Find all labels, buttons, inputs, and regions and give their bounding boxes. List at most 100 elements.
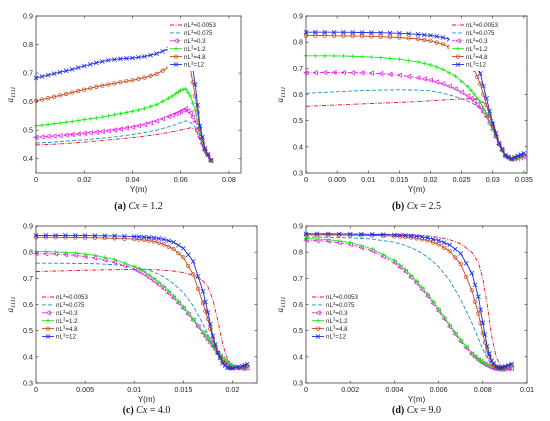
- marker-plus: [459, 79, 464, 84]
- marker-circle: [191, 272, 196, 277]
- marker-plus: [425, 291, 430, 297]
- legend-box: [167, 19, 241, 71]
- series-line: [305, 72, 525, 160]
- marker-plus: [331, 53, 337, 59]
- marker-x: [208, 157, 214, 163]
- marker-circle: [148, 73, 153, 78]
- marker-x: [455, 62, 461, 67]
- marker-x: [45, 334, 51, 339]
- marker-plus: [478, 358, 483, 363]
- marker-plus: [350, 54, 355, 59]
- marker-circle: [156, 240, 161, 246]
- marker-triangle: [387, 71, 393, 78]
- marker-triangle: [468, 95, 474, 102]
- y-axis-label: a1111: [5, 296, 17, 312]
- marker-plus: [141, 269, 147, 274]
- marker-x: [452, 246, 458, 252]
- marker-plus: [208, 339, 213, 344]
- marker-x: [57, 69, 63, 75]
- marker-triangle: [182, 106, 188, 112]
- y-axis-label: a1111: [5, 86, 17, 102]
- marker-plus: [195, 323, 201, 328]
- y-tick-label: 0.7: [23, 274, 33, 283]
- chart-panel-a: 0 0.02 0.04 0.06 0.08 0.4 0.5 0.6 0.7 0.8 0.9 Y(m) a…: [5, 12, 242, 212]
- marker-plus: [381, 252, 386, 257]
- marker-x: [99, 59, 105, 64]
- marker-x: [380, 232, 386, 238]
- marker-plus: [440, 67, 446, 72]
- marker-plus: [43, 249, 48, 254]
- marker-circle: [200, 301, 206, 306]
- marker-circle: [76, 88, 81, 94]
- marker-x: [205, 309, 211, 315]
- x-tick-label: 0.01: [520, 385, 534, 394]
- marker-triangle: [312, 69, 318, 76]
- marker-plus: [39, 123, 45, 128]
- marker-plus: [369, 54, 374, 60]
- marker-x: [205, 151, 211, 157]
- marker-x: [87, 62, 93, 67]
- y-tick-label: 0.4: [23, 154, 33, 163]
- series-2: [35, 120, 212, 162]
- marker-plus: [130, 109, 135, 114]
- marker-x: [190, 258, 196, 264]
- marker-x: [509, 156, 514, 162]
- marker-circle: [106, 82, 111, 87]
- marker-x: [142, 54, 147, 59]
- marker-plus: [100, 114, 105, 120]
- marker-plus: [185, 90, 191, 95]
- marker-circle: [130, 78, 135, 83]
- marker-circle: [186, 263, 191, 269]
- marker-x: [490, 121, 496, 127]
- marker-x: [368, 30, 374, 35]
- marker-plus: [106, 113, 111, 119]
- marker-x: [112, 233, 117, 239]
- marker-circle: [359, 33, 365, 39]
- marker-plus: [181, 304, 186, 309]
- series-4: [33, 86, 213, 163]
- marker-circle: [136, 76, 141, 82]
- chart-panel-b: 0 0.005 0.01 0.015 0.02 0.025 0.03 0.035 0.3 0.4 0…: [275, 12, 533, 213]
- marker-triangle: [446, 83, 452, 89]
- marker-x: [203, 299, 208, 305]
- marker-x: [475, 294, 481, 300]
- marker-plus: [73, 250, 78, 256]
- marker-triangle: [368, 70, 374, 76]
- marker-x: [322, 29, 328, 35]
- legend-label: nL3=0.3: [326, 309, 348, 317]
- marker-x: [312, 29, 318, 35]
- marker-x: [428, 32, 433, 38]
- marker-plus: [45, 122, 51, 127]
- marker-x: [463, 260, 469, 266]
- marker-plus: [464, 344, 469, 349]
- marker-circle: [51, 94, 57, 99]
- marker-x: [484, 96, 489, 101]
- marker-circle: [348, 233, 353, 238]
- marker-plus: [476, 356, 481, 362]
- marker-plus: [455, 46, 461, 51]
- marker-plus: [137, 266, 142, 272]
- marker-circle: [112, 81, 117, 86]
- x-tick-label: 0.008: [474, 385, 492, 394]
- panel-caption: (a) Cx = 1.2: [114, 201, 162, 212]
- marker-x: [325, 231, 331, 237]
- marker-plus: [403, 267, 408, 272]
- marker-plus: [170, 93, 175, 99]
- marker-x: [489, 358, 495, 364]
- marker-x: [331, 29, 337, 35]
- marker-plus: [148, 104, 153, 109]
- marker-x: [502, 364, 508, 369]
- legend-label: nL3=0.0053: [326, 293, 359, 301]
- marker-x: [478, 307, 483, 313]
- marker-x: [136, 54, 141, 60]
- marker-x: [111, 57, 117, 62]
- marker-circle: [88, 86, 93, 91]
- marker-x: [515, 153, 521, 159]
- marker-circle: [208, 326, 213, 331]
- marker-x: [105, 57, 111, 63]
- marker-x: [185, 252, 191, 258]
- panel-caption: (b) Cx = 2.5: [392, 201, 441, 212]
- legend-box: [309, 291, 383, 343]
- marker-x: [521, 150, 527, 156]
- marker-circle: [141, 237, 147, 243]
